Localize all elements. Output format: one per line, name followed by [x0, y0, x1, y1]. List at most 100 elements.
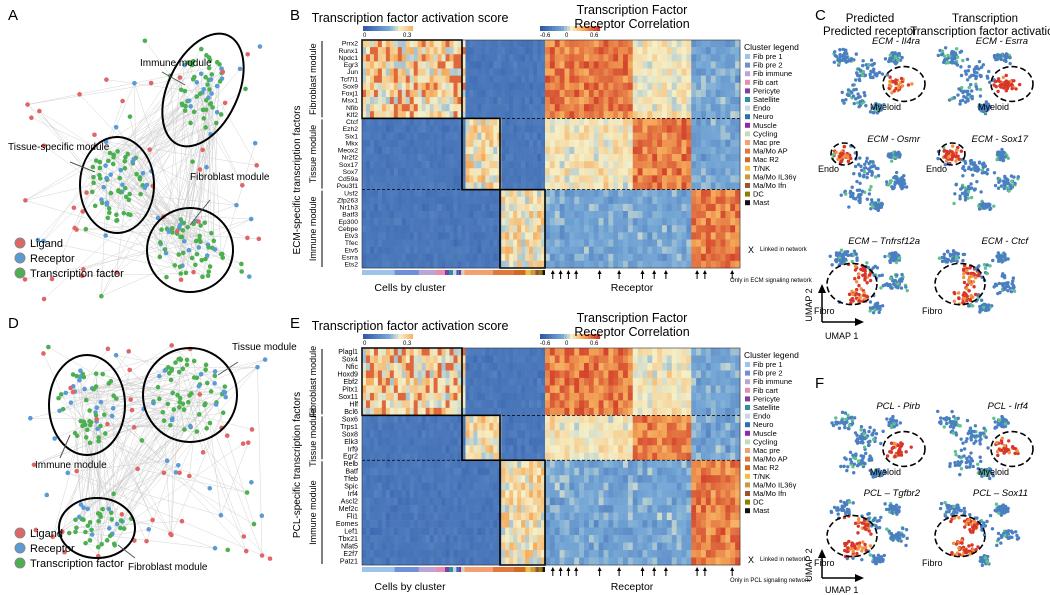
heatmap-cell — [569, 385, 575, 394]
heatmap-cell — [513, 97, 518, 105]
heatmap-cell — [608, 377, 614, 386]
heatmap-cell — [365, 253, 371, 262]
network-node — [131, 425, 137, 430]
network-edge — [111, 493, 114, 520]
heatmap-cell — [509, 239, 514, 247]
heatmap-cell — [362, 189, 367, 198]
heatmap-cell — [377, 246, 383, 255]
heatmap-cell — [405, 232, 411, 240]
heatmap-cell — [493, 182, 498, 190]
heatmap-cell — [662, 168, 668, 176]
heatmap-cell — [569, 203, 575, 212]
heatmap-cell — [489, 118, 494, 126]
heatmap-cell — [618, 196, 624, 205]
heatmap-cell — [505, 61, 510, 69]
network-edge — [92, 460, 168, 535]
heatmap-cell — [409, 430, 415, 439]
tf-legend-dot-d — [14, 557, 26, 569]
heatmap-cell — [449, 239, 454, 247]
heatmap-cell — [469, 415, 474, 424]
heatmap-cell — [393, 132, 399, 141]
network-node — [123, 154, 128, 160]
heatmap-cell — [569, 392, 575, 401]
network-edge — [27, 76, 195, 105]
scale-bar-swatch — [388, 334, 391, 339]
network-node — [184, 357, 190, 363]
heatmap-cell — [613, 377, 619, 386]
heatmap-cell — [676, 355, 682, 364]
heatmap-cell — [705, 211, 712, 219]
network-node — [170, 230, 175, 235]
heatmap-cell — [457, 232, 462, 240]
heatmap-cell — [549, 211, 556, 219]
heatmap-cell — [549, 182, 556, 190]
heatmap-cell — [529, 415, 534, 424]
heatmap-cell — [681, 348, 687, 356]
heatmap-cell — [637, 132, 643, 141]
heatmap-cell — [469, 161, 474, 169]
heatmap-cell — [385, 104, 391, 112]
heatmap-cell — [453, 407, 458, 416]
heatmap-cell — [497, 362, 502, 371]
heatmap-cell — [397, 125, 403, 133]
heatmap-cell — [509, 225, 514, 233]
immune-module-ellipse-d — [48, 354, 126, 456]
heatmap-cell — [489, 377, 494, 386]
heatmap-cell — [385, 175, 391, 183]
heatmap-cell — [545, 132, 551, 141]
heatmap-cell — [369, 82, 375, 91]
heatmap-cell — [686, 82, 692, 91]
heatmap-cell — [725, 54, 731, 62]
heatmap-cell — [509, 47, 514, 55]
heatmap-cell — [385, 422, 391, 431]
heatmap-cell — [541, 211, 546, 219]
heatmap-cell — [493, 61, 498, 69]
heatmap-cell — [593, 355, 599, 364]
heatmap-cell — [725, 422, 731, 431]
heatmap-cell — [671, 89, 677, 98]
heatmap-cell — [613, 189, 619, 198]
heatmap-cell — [425, 362, 430, 371]
network-edge — [87, 414, 200, 509]
heatmap-cell — [477, 75, 482, 84]
network-node — [214, 59, 220, 65]
heatmap-cell — [421, 385, 426, 394]
heatmap-cell — [489, 161, 494, 169]
heatmap-cell — [489, 154, 494, 162]
gene-label: Plagl1 — [338, 348, 358, 356]
heatmap-cell — [569, 97, 575, 105]
heatmap-cell — [485, 392, 490, 401]
heatmap-cell — [493, 385, 498, 394]
heatmap-cell — [603, 203, 609, 212]
heatmap-cell — [652, 203, 658, 212]
heatmap-cell — [485, 139, 490, 148]
heatmap-cell — [533, 355, 538, 364]
scale-bar-swatch — [398, 26, 401, 31]
scale-bar-swatch — [403, 26, 406, 31]
heatmap-cell — [725, 232, 731, 240]
heatmap-cell — [397, 89, 403, 98]
network-edge — [73, 391, 217, 405]
heatmap-cell — [485, 125, 490, 133]
network-node — [200, 107, 206, 113]
heatmap-cell — [505, 437, 510, 446]
heatmap-cell — [715, 47, 721, 55]
heatmap-cell — [735, 40, 741, 48]
network-node — [142, 38, 148, 44]
heatmap-cell — [671, 104, 677, 112]
heatmap-cell — [513, 232, 518, 240]
heatmap-cell — [671, 47, 677, 55]
network-node — [191, 269, 196, 275]
heatmap-cell — [489, 348, 494, 356]
heatmap-cell — [569, 82, 575, 91]
heatmap-cell — [397, 104, 403, 112]
heatmap-cell — [393, 239, 399, 247]
heatmap-cell — [497, 385, 502, 394]
network-node — [157, 254, 163, 260]
heatmap-cell — [441, 132, 446, 141]
heatmap-cell — [681, 211, 687, 219]
heatmap-cell — [701, 232, 707, 240]
heatmap-cell — [389, 196, 395, 205]
heatmap-cell — [393, 370, 399, 379]
heatmap-cell — [417, 40, 422, 48]
